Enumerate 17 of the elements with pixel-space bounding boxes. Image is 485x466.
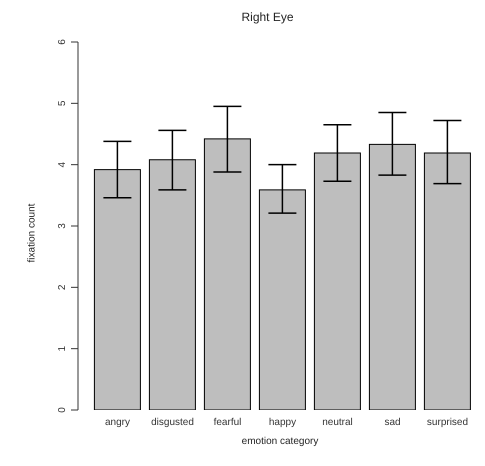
y-tick-label: 0 [57,406,68,413]
x-tick-label: disgusted [151,417,194,428]
chart-title: Right Eye [240,10,295,24]
y-tick-label: 5 [57,100,68,106]
y-tick-label: 1 [57,345,68,352]
x-tick-label: sad [384,417,401,428]
x-tick-label: surprised [426,417,468,428]
y-tick-label: 4 [57,161,68,168]
x-tick-label: happy [268,417,296,428]
y-tick-label: 2 [57,284,68,290]
x-tick-label: angry [104,417,130,428]
y-axis-title: fixation count [26,204,38,262]
x-tick-label: fearful [214,417,242,428]
x-tick-label: neutral [322,417,353,428]
x-axis-title: emotion category [240,436,320,447]
y-tick-label: 3 [57,222,68,229]
y-tick-label: 6 [57,38,68,45]
